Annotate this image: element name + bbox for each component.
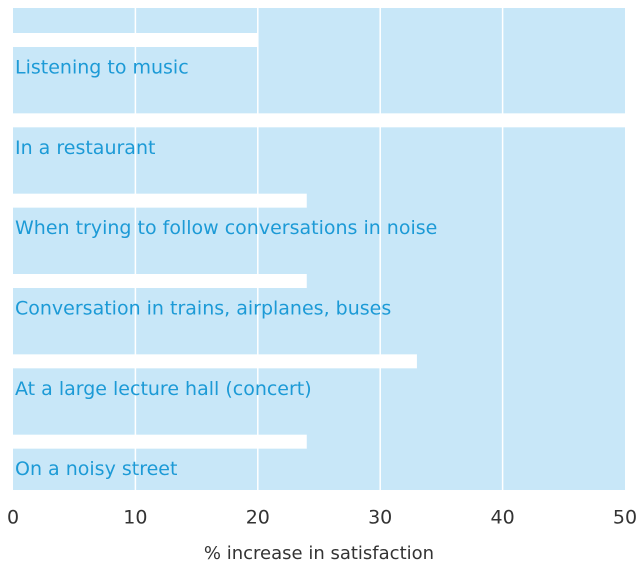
x-axis-label: % increase in satisfaction — [204, 543, 434, 564]
category-label: When trying to follow conversations in n… — [15, 217, 437, 239]
bar — [13, 354, 417, 369]
plot-background — [13, 8, 625, 490]
category-label: Listening to music — [15, 57, 189, 79]
x-tick-label: 10 — [123, 507, 147, 529]
category-label: At a large lecture hall (concert) — [15, 378, 312, 400]
x-tick-label: 0 — [7, 507, 19, 529]
x-tick-label: 50 — [613, 507, 637, 529]
bar — [13, 193, 307, 208]
x-tick-label: 30 — [368, 507, 392, 529]
category-label: Conversation in trains, airplanes, buses — [15, 298, 391, 320]
category-label: On a noisy street — [15, 458, 177, 480]
bar — [13, 113, 625, 128]
bar — [13, 274, 307, 288]
bar — [13, 434, 307, 449]
x-tick-label: 40 — [491, 507, 515, 529]
category-label: In a restaurant — [15, 137, 155, 159]
x-tick-label: 20 — [246, 507, 270, 529]
bar — [13, 33, 258, 47]
